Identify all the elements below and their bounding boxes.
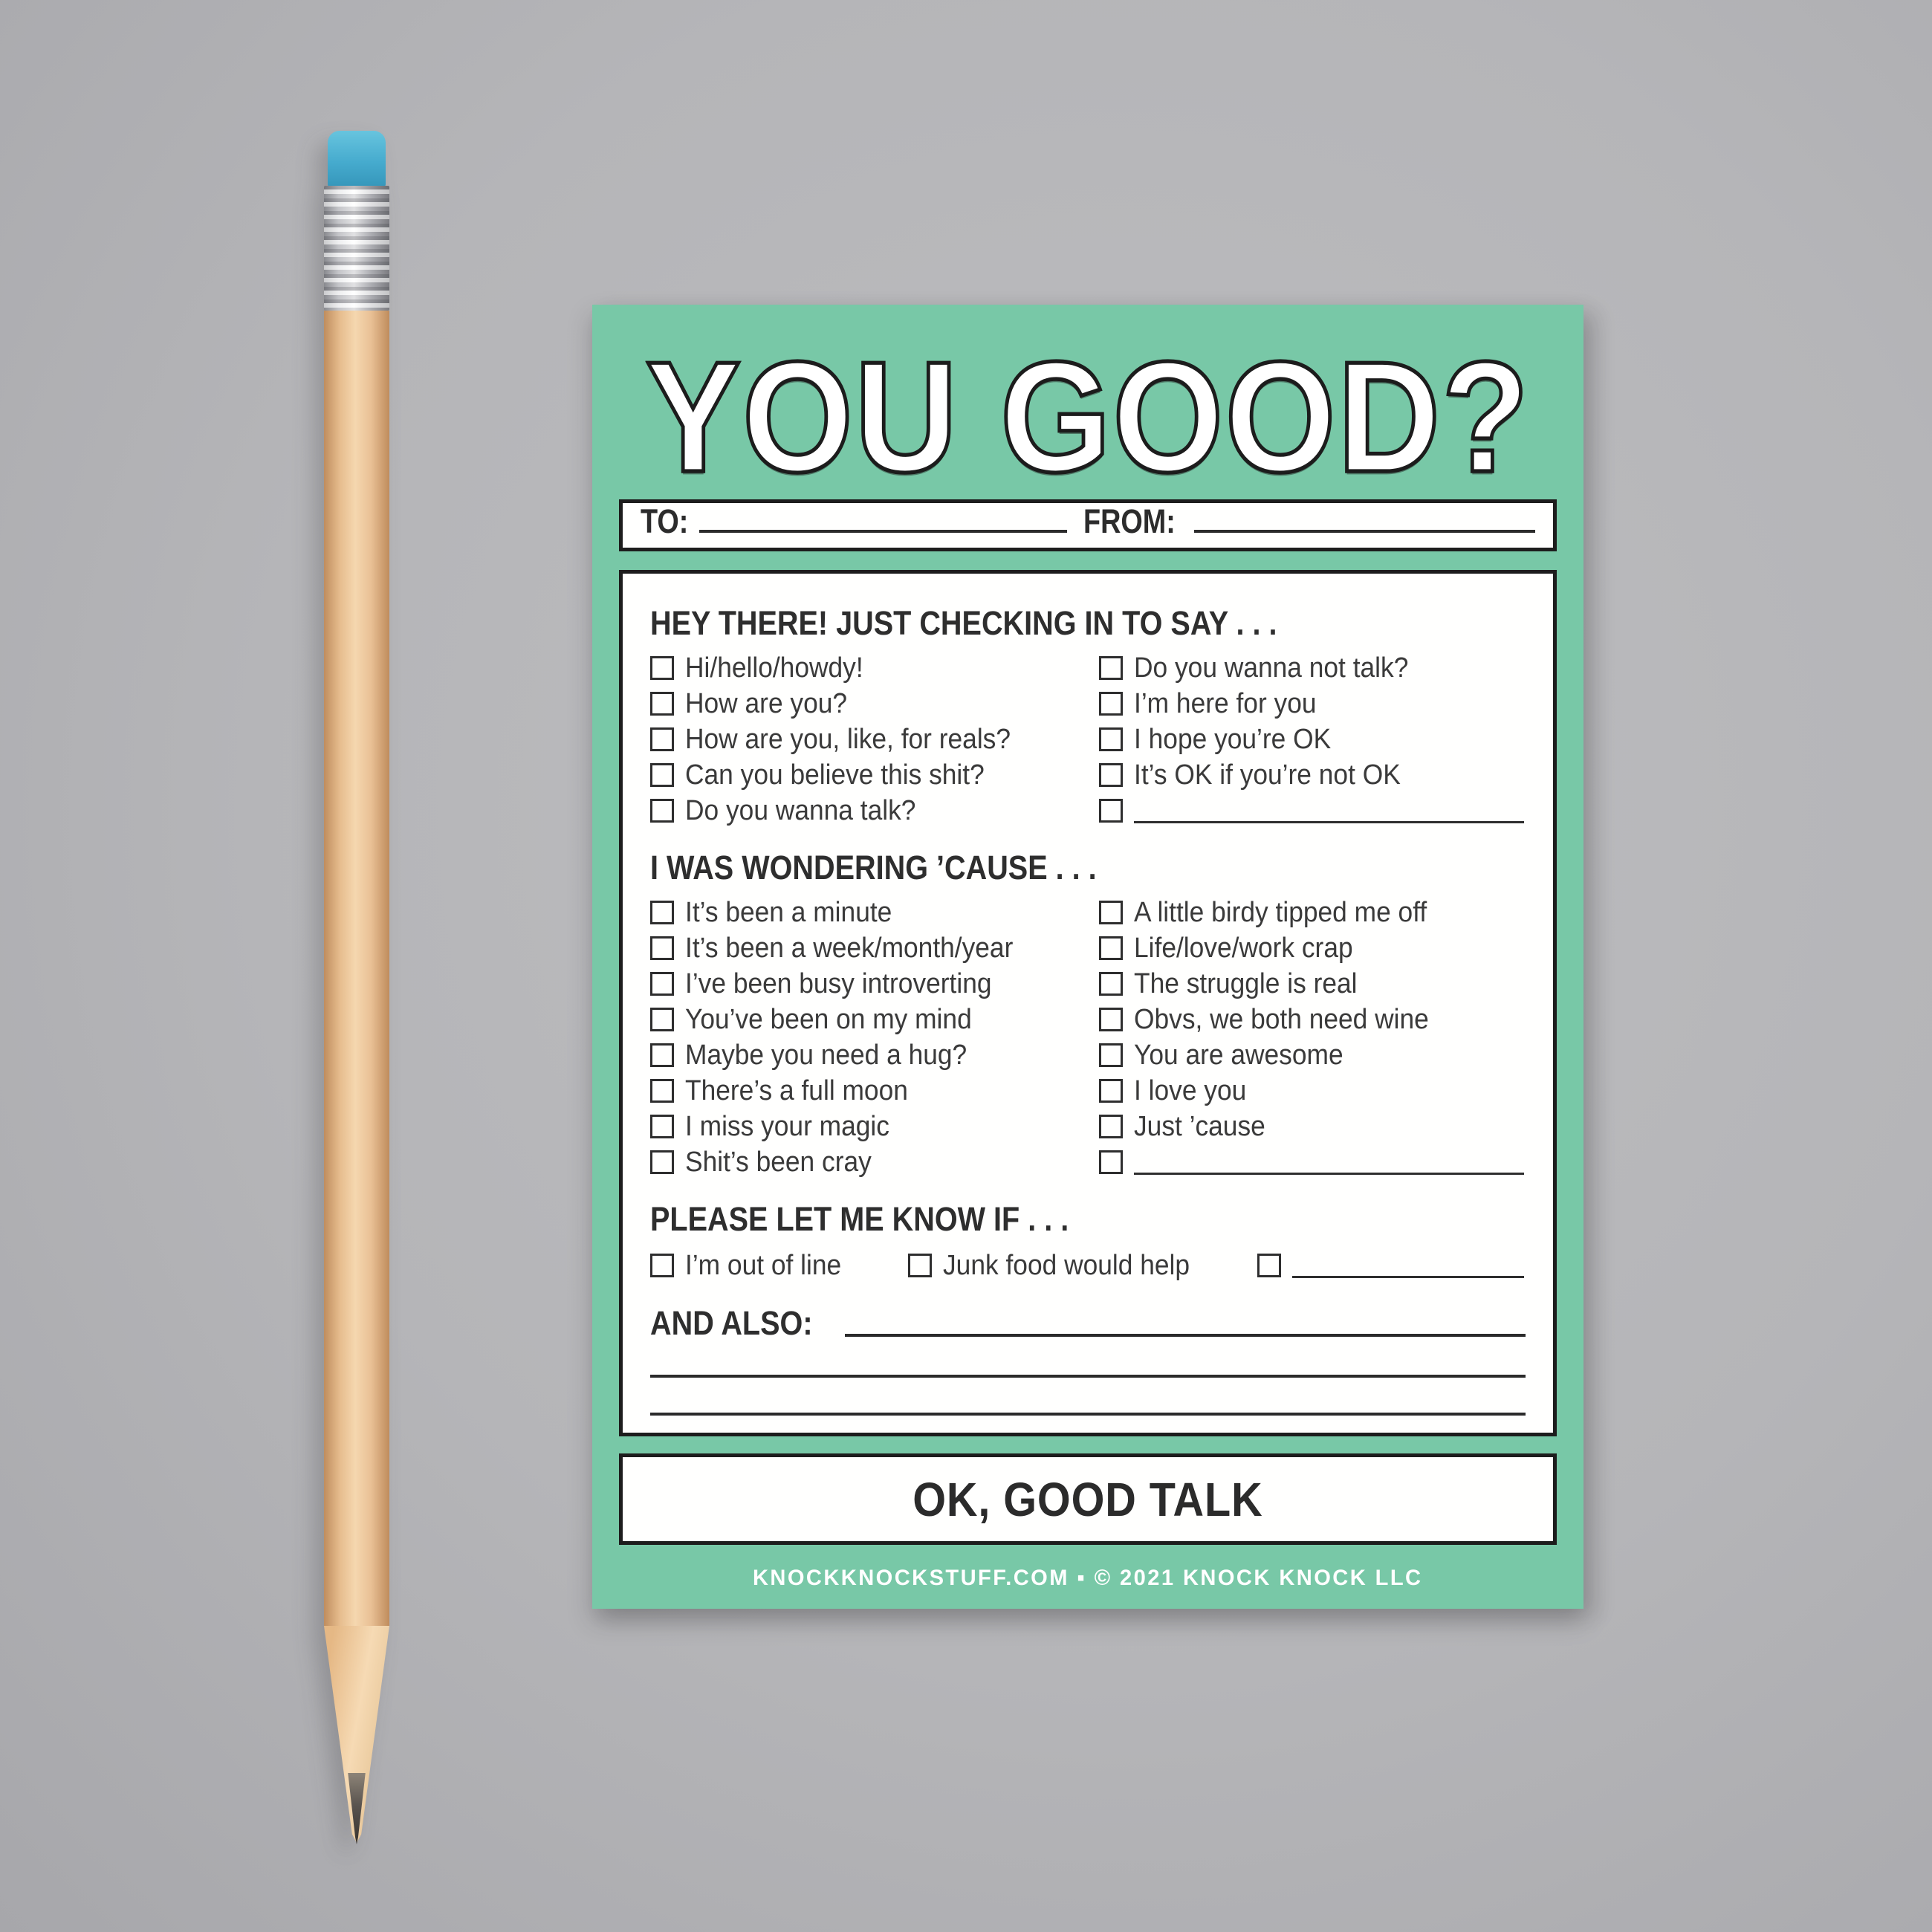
- checklist-item: Shit’s been cray: [650, 1144, 1099, 1180]
- from-field-line[interactable]: [1194, 530, 1535, 533]
- section-3-header: PLEASE LET ME KNOW IF . . .: [650, 1200, 1069, 1238]
- checkbox[interactable]: [650, 763, 674, 787]
- checkbox[interactable]: [1099, 1043, 1124, 1067]
- checkbox[interactable]: [1099, 1150, 1124, 1174]
- section-2-checklist: It’s been a minute A little birdy tipped…: [650, 895, 1526, 1180]
- checklist-item: There’s a full moon: [650, 1073, 1099, 1109]
- to-label: TO:: [641, 502, 689, 540]
- write-in-line[interactable]: [1292, 1268, 1524, 1278]
- and-also-row: AND ALSO:: [650, 1295, 1526, 1340]
- checkbox[interactable]: [908, 1254, 932, 1277]
- checklist-item: Obvs, we both need wine: [1099, 1002, 1526, 1037]
- notepad-card: YOU GOOD? TO: FROM: HEY THERE! JUST CHEC…: [592, 305, 1583, 1609]
- checklist-item: The struggle is real: [1099, 966, 1526, 1002]
- to-field-line[interactable]: [698, 530, 1067, 533]
- checkbox[interactable]: [1099, 901, 1124, 924]
- checklist-item: Junk food would help: [908, 1248, 1208, 1283]
- section-3-checklist: I’m out of line Junk food would help: [650, 1246, 1526, 1285]
- from-label: FROM:: [1083, 502, 1176, 540]
- checklist-item: You are awesome: [1099, 1037, 1526, 1073]
- ok-good-talk-box: OK, GOOD TALK: [619, 1453, 1557, 1545]
- checklist-item-write-in: [1099, 1144, 1526, 1180]
- section-1-checklist: Hi/hello/howdy! Do you wanna not talk? H…: [650, 650, 1526, 829]
- checkbox[interactable]: [650, 1115, 674, 1138]
- checklist-item: Do you wanna talk?: [650, 793, 1099, 829]
- checkbox[interactable]: [650, 1254, 674, 1277]
- checkbox[interactable]: [1099, 692, 1124, 716]
- checkbox[interactable]: [650, 1150, 674, 1174]
- checkbox[interactable]: [1257, 1254, 1282, 1277]
- checkbox[interactable]: [650, 1008, 674, 1031]
- checklist-item: I love you: [1099, 1073, 1526, 1109]
- section-2-header: I WAS WONDERING ’CAUSE . . .: [650, 849, 1097, 886]
- write-in-line[interactable]: [650, 1413, 1526, 1416]
- checklist-item: I’m out of line: [650, 1248, 853, 1283]
- checklist-item: Do you wanna not talk?: [1099, 650, 1526, 686]
- checklist-item-write-in: [1257, 1248, 1526, 1283]
- checkbox[interactable]: [650, 936, 674, 960]
- checklist-item: I miss your magic: [650, 1109, 1099, 1144]
- checkbox[interactable]: [650, 1043, 674, 1067]
- checklist-item: I hope you’re OK: [1099, 722, 1526, 757]
- checkbox[interactable]: [650, 901, 674, 924]
- pencil-body: [324, 311, 389, 1626]
- checkbox[interactable]: [1099, 936, 1124, 960]
- checkbox[interactable]: [650, 799, 674, 823]
- checklist-item: A little birdy tipped me off: [1099, 895, 1526, 930]
- checklist-item: It’s been a week/month/year: [650, 930, 1099, 966]
- checkbox[interactable]: [1099, 727, 1124, 751]
- checkbox[interactable]: [1099, 1008, 1124, 1031]
- ok-good-talk-label: OK, GOOD TALK: [912, 1472, 1263, 1526]
- checkbox[interactable]: [1099, 972, 1124, 996]
- checkbox[interactable]: [1099, 1079, 1124, 1103]
- checkbox[interactable]: [650, 692, 674, 716]
- checklist-item: I’m here for you: [1099, 686, 1526, 722]
- write-in-line[interactable]: [1134, 1165, 1524, 1175]
- checklist-item: It’s OK if you’re not OK: [1099, 757, 1526, 793]
- checkbox[interactable]: [650, 656, 674, 680]
- to-from-bar: TO: FROM:: [619, 499, 1557, 551]
- section-1-header: HEY THERE! JUST CHECKING IN TO SAY . . .: [650, 604, 1277, 642]
- checklist-panel: HEY THERE! JUST CHECKING IN TO SAY . . .…: [619, 570, 1557, 1436]
- checklist-item: Life/love/work crap: [1099, 930, 1526, 966]
- checkbox[interactable]: [650, 1079, 674, 1103]
- checklist-item: I’ve been busy introverting: [650, 966, 1099, 1002]
- write-in-line[interactable]: [650, 1375, 1526, 1378]
- and-also-label: AND ALSO:: [650, 1304, 813, 1342]
- checkbox[interactable]: [650, 972, 674, 996]
- checklist-item: It’s been a minute: [650, 895, 1099, 930]
- pencil-eraser: [328, 131, 386, 187]
- write-in-line[interactable]: [1134, 814, 1524, 823]
- page-title: YOU GOOD?: [644, 329, 1531, 505]
- checklist-item: Maybe you need a hug?: [650, 1037, 1099, 1073]
- checkbox[interactable]: [1099, 656, 1124, 680]
- checklist-item: Can you believe this shit?: [650, 757, 1099, 793]
- checklist-item: How are you?: [650, 686, 1099, 722]
- checkbox[interactable]: [1099, 763, 1124, 787]
- pencil-ferrule: [324, 186, 389, 311]
- footer-credit: KNOCKKNOCKSTUFF.COM ▪ © 2021 KNOCK KNOCK…: [753, 1566, 1423, 1590]
- checkbox[interactable]: [1099, 1115, 1124, 1138]
- checklist-item: How are you, like, for reals?: [650, 722, 1099, 757]
- checkbox[interactable]: [1099, 799, 1124, 823]
- checklist-item: Just ’cause: [1099, 1109, 1526, 1144]
- checklist-item: Hi/hello/howdy!: [650, 650, 1099, 686]
- checklist-item: You’ve been on my mind: [650, 1002, 1099, 1037]
- checkbox[interactable]: [650, 727, 674, 751]
- pencil: [324, 131, 389, 1855]
- write-in-line[interactable]: [845, 1334, 1526, 1337]
- checklist-item-write-in: [1099, 793, 1526, 829]
